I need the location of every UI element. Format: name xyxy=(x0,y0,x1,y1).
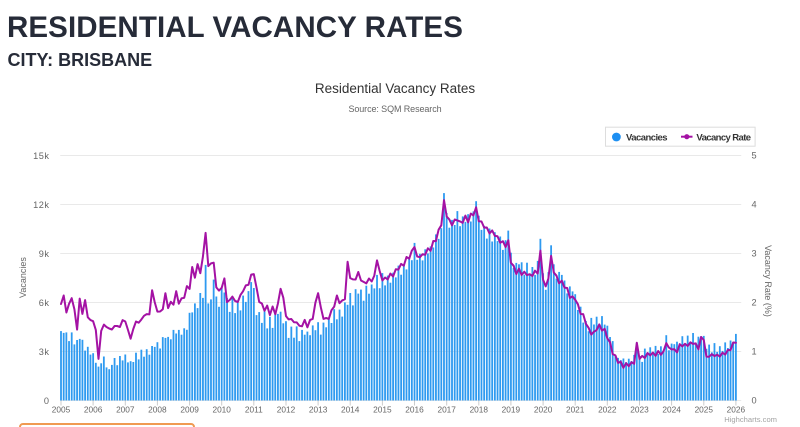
svg-text:2018: 2018 xyxy=(470,405,489,415)
svg-text:3: 3 xyxy=(752,249,757,259)
svg-text:Source: SQM Research: Source: SQM Research xyxy=(348,104,441,114)
svg-text:2019: 2019 xyxy=(502,405,521,415)
svg-text:Highcharts.com: Highcharts.com xyxy=(724,415,777,424)
svg-text:9k: 9k xyxy=(39,249,50,259)
svg-text:0: 0 xyxy=(752,396,757,406)
svg-text:4: 4 xyxy=(752,200,757,210)
svg-text:2022: 2022 xyxy=(598,405,617,415)
svg-text:Vacancy Rate: Vacancy Rate xyxy=(696,132,750,143)
svg-text:Residential Vacancy Rates: Residential Vacancy Rates xyxy=(315,81,476,96)
svg-text:6k: 6k xyxy=(39,298,50,308)
svg-text:2006: 2006 xyxy=(84,405,103,415)
svg-text:2011: 2011 xyxy=(245,405,263,415)
svg-text:Vacancy Rate (%): Vacancy Rate (%) xyxy=(763,245,773,317)
svg-text:5: 5 xyxy=(752,151,757,161)
svg-text:2016: 2016 xyxy=(405,405,424,415)
svg-text:3k: 3k xyxy=(39,347,50,357)
svg-text:2012: 2012 xyxy=(277,405,296,415)
svg-text:2013: 2013 xyxy=(309,405,328,415)
svg-text:0: 0 xyxy=(44,396,50,406)
svg-text:2021: 2021 xyxy=(566,405,585,415)
svg-text:2017: 2017 xyxy=(437,405,456,415)
svg-text:2020: 2020 xyxy=(534,405,553,415)
svg-text:2: 2 xyxy=(752,298,757,308)
svg-text:2026: 2026 xyxy=(727,405,746,415)
svg-text:2009: 2009 xyxy=(180,405,199,415)
svg-text:2010: 2010 xyxy=(212,405,231,415)
svg-text:2007: 2007 xyxy=(116,405,135,415)
svg-text:2005: 2005 xyxy=(52,405,71,415)
svg-text:15k: 15k xyxy=(33,151,49,161)
svg-text:2023: 2023 xyxy=(630,405,649,415)
svg-text:Vacancies: Vacancies xyxy=(18,257,28,298)
svg-text:1: 1 xyxy=(752,347,757,357)
svg-text:2008: 2008 xyxy=(148,405,167,415)
svg-text:2014: 2014 xyxy=(341,405,360,415)
svg-text:Vacancies: Vacancies xyxy=(626,132,667,143)
svg-text:2024: 2024 xyxy=(662,405,681,415)
svg-text:2015: 2015 xyxy=(373,405,392,415)
svg-text:12k: 12k xyxy=(33,200,49,210)
svg-text:2025: 2025 xyxy=(695,405,714,415)
